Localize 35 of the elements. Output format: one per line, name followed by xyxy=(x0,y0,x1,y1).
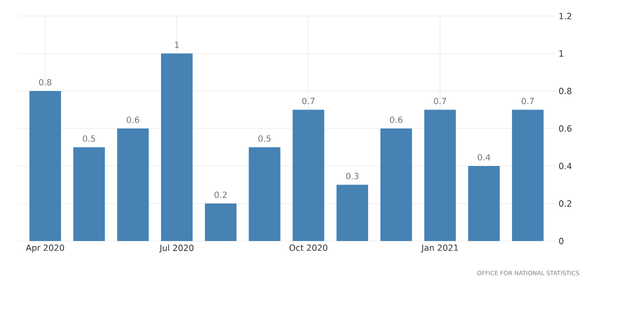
x-tick-label: Apr 2020 xyxy=(26,244,64,253)
bar xyxy=(336,184,368,241)
y-tick-label: 1 xyxy=(559,50,564,57)
bar xyxy=(424,110,456,241)
bar xyxy=(292,110,324,241)
data-label: 0.7 xyxy=(434,98,446,104)
x-tick-label: Jan 2021 xyxy=(420,244,458,253)
y-tick-label: 0.2 xyxy=(559,200,572,207)
data-label: 0.7 xyxy=(302,98,314,104)
bar xyxy=(117,128,149,241)
data-label: 1 xyxy=(175,42,179,48)
x-tick-label: Jul 2020 xyxy=(159,244,194,253)
bar xyxy=(248,147,280,241)
data-label: 0.4 xyxy=(478,154,490,160)
data-label: 0.7 xyxy=(522,98,534,104)
bar xyxy=(204,204,236,241)
y-tick-label: 0.8 xyxy=(559,88,572,94)
data-label: 0.8 xyxy=(39,79,52,86)
y-tick-label: 0.4 xyxy=(559,162,572,170)
data-label: 0.6 xyxy=(126,116,140,123)
bar xyxy=(512,110,544,241)
data-label: 0.2 xyxy=(214,192,227,198)
data-label: 0.5 xyxy=(258,135,271,142)
y-tick-label: 0.6 xyxy=(559,125,572,132)
x-tick-label: Oct 2020 xyxy=(289,244,328,251)
data-label: 0.5 xyxy=(82,135,96,142)
y-tick-label: 1.2 xyxy=(559,12,572,20)
bar xyxy=(161,54,193,241)
data-label: 0.6 xyxy=(390,116,402,123)
bar xyxy=(380,128,412,241)
y-tick-label: 0 xyxy=(559,238,564,244)
data-label: 0.3 xyxy=(346,172,358,180)
bar xyxy=(29,91,61,241)
bar xyxy=(73,147,105,241)
bar xyxy=(468,166,500,241)
